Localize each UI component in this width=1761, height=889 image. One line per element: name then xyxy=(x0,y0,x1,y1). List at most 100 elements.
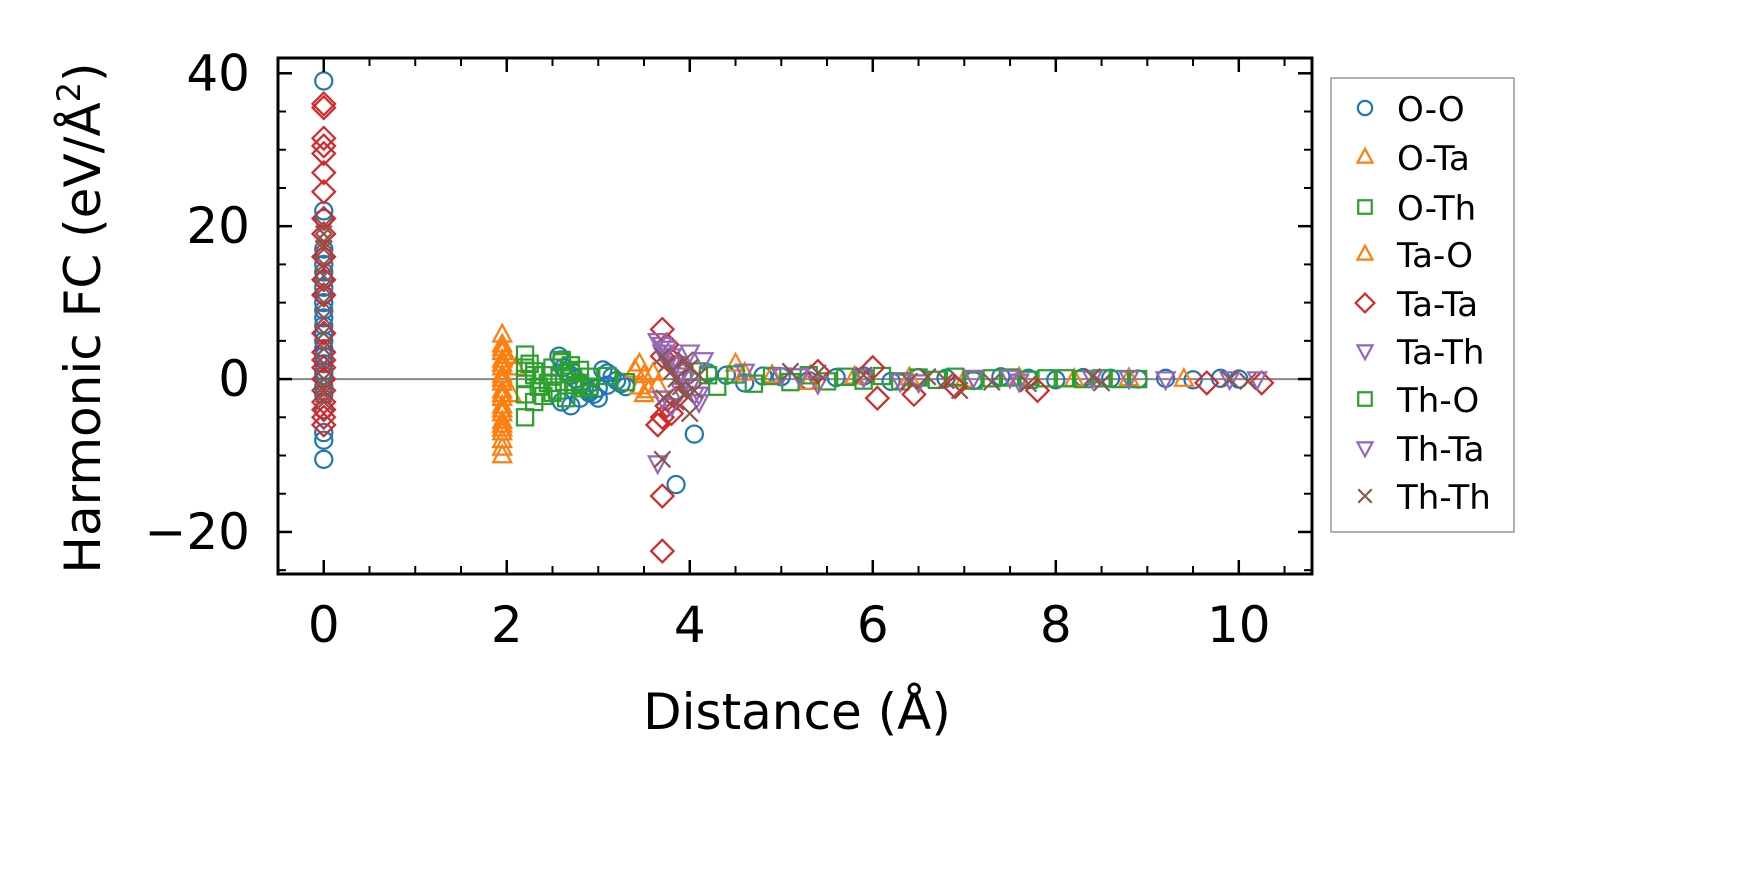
data-point xyxy=(616,372,635,392)
data-point xyxy=(1037,369,1056,388)
data-point xyxy=(314,385,333,404)
data-point xyxy=(1019,374,1038,393)
data-point xyxy=(655,389,674,408)
data-point xyxy=(1173,366,1195,387)
data-point xyxy=(314,430,334,450)
x-axis-label: Distance (Å) xyxy=(643,683,951,741)
data-point xyxy=(805,358,831,385)
data-point xyxy=(628,351,651,372)
x-tick-labels: 0 2 4 6 8 10 xyxy=(308,596,1271,654)
data-point xyxy=(314,308,334,328)
data-point xyxy=(649,483,676,509)
data-point xyxy=(761,363,783,384)
x-tick-label: 2 xyxy=(491,596,523,654)
y-tick-label: 40 xyxy=(186,44,250,102)
data-point xyxy=(310,266,337,293)
data-point xyxy=(982,369,1001,388)
legend-marker-ta-th xyxy=(1355,344,1375,362)
data-point xyxy=(962,369,985,390)
data-point xyxy=(900,372,919,391)
data-point xyxy=(658,400,685,427)
data-point xyxy=(1183,370,1203,390)
series-th-ta-points xyxy=(651,344,1241,407)
data-point xyxy=(1008,373,1031,394)
legend-label: O-O xyxy=(1397,90,1465,130)
data-point xyxy=(660,397,683,419)
data-point xyxy=(1248,370,1275,396)
data-point xyxy=(314,370,333,388)
data-point xyxy=(637,378,660,399)
data-points xyxy=(310,71,1275,564)
legend-marker-o-th xyxy=(1357,199,1373,215)
legend-label: Th-O xyxy=(1396,381,1479,421)
series-ta-o-points xyxy=(491,336,669,433)
data-point xyxy=(982,373,1001,392)
axis-ticks xyxy=(277,58,1312,574)
data-point xyxy=(642,360,665,381)
data-point xyxy=(684,424,704,444)
data-point xyxy=(1218,371,1241,392)
data-point xyxy=(678,344,701,365)
data-point xyxy=(1083,367,1102,386)
data-point xyxy=(854,366,873,385)
data-point xyxy=(646,455,669,476)
data-point xyxy=(314,254,334,275)
data-point xyxy=(314,309,333,327)
y-axis-label-main: Harmonic FC (eV/Å xyxy=(54,102,112,573)
data-point xyxy=(666,474,686,495)
data-point xyxy=(314,393,333,411)
y-tick-labels: −20 0 20 40 xyxy=(144,44,250,561)
data-point xyxy=(491,408,514,429)
y-axis-label-superscript: 2 xyxy=(50,82,88,102)
data-point xyxy=(1193,370,1220,396)
data-point xyxy=(653,450,672,469)
x-tick-label: 10 xyxy=(1207,596,1271,654)
data-point xyxy=(937,371,955,390)
data-point xyxy=(680,404,699,423)
data-point xyxy=(688,386,710,407)
data-point xyxy=(310,396,337,423)
data-point xyxy=(950,381,969,400)
x-tick-label: 4 xyxy=(674,596,706,654)
data-point xyxy=(310,94,337,121)
x-tick-label: 8 xyxy=(1040,596,1072,654)
data-point xyxy=(836,367,855,386)
legend-label: Th-Ta xyxy=(1396,430,1484,470)
legend-label: O-Th xyxy=(1397,189,1476,229)
data-point xyxy=(310,282,337,308)
data-point xyxy=(651,344,674,365)
data-point xyxy=(864,385,891,411)
data-point xyxy=(808,364,827,382)
data-point xyxy=(314,292,334,313)
legend-markers xyxy=(1354,99,1376,504)
plot-frame xyxy=(276,56,1314,576)
data-point xyxy=(310,320,337,347)
data-point xyxy=(690,366,708,385)
data-point xyxy=(575,379,594,398)
y-axis-label-close: ) xyxy=(54,62,112,82)
data-point xyxy=(781,362,800,381)
data-point xyxy=(310,159,337,186)
legend-marker-th-o xyxy=(1357,391,1373,407)
data-point xyxy=(543,383,562,403)
legend-marker-ta-ta xyxy=(1354,292,1376,314)
data-point xyxy=(1055,369,1075,388)
data-point xyxy=(310,133,337,159)
series-th-th-points xyxy=(314,217,1257,469)
data-point xyxy=(1220,370,1239,388)
data-point xyxy=(314,277,334,297)
data-point xyxy=(310,404,337,431)
data-point xyxy=(889,373,912,394)
legend-marker-th-th xyxy=(1357,488,1373,504)
data-point xyxy=(491,435,514,456)
data-point xyxy=(1246,371,1268,392)
data-point xyxy=(525,366,544,385)
data-point xyxy=(644,412,671,438)
data-point xyxy=(310,91,337,117)
data-point xyxy=(491,416,514,437)
x-tick-label: 0 xyxy=(308,596,340,654)
data-point xyxy=(314,217,333,236)
legend-label: Th-Th xyxy=(1396,478,1491,518)
data-point xyxy=(543,373,562,393)
